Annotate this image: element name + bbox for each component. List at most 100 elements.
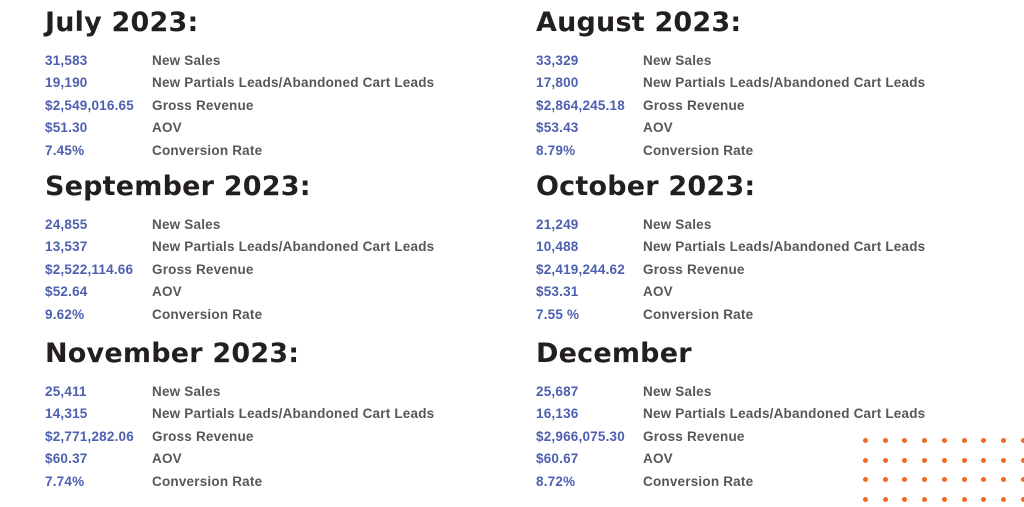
stat-label: AOV [152,451,182,467]
stat-row: $2,549,016.65 Gross Revenue [45,94,515,117]
stat-value: $60.37 [45,451,88,467]
dot [1020,477,1024,482]
stat-value: 24,855 [45,216,88,232]
stat-label: New Partials Leads/Abandoned Cart Leads [152,239,435,255]
dot [863,477,868,482]
stat-label: Conversion Rate [152,306,263,322]
stat-value: 19,190 [45,75,88,91]
month-title: August 2023: [536,7,742,38]
dot [941,496,947,502]
dot [941,477,947,482]
dot [941,438,947,443]
stat-row: $51.30 AOV [45,117,515,140]
month-section-july: July 2023: 31,583 New Sales 19,190 New P… [45,8,515,162]
stat-label: New Partials Leads/Abandoned Cart Leads [643,406,926,422]
stat-value: $2,966,075.30 [536,428,625,444]
stat-label: New Sales [152,383,221,399]
stat-row: 17,800 New Partials Leads/Abandoned Cart… [536,72,1006,95]
dot [922,438,928,443]
stat-rows: 33,329 New Sales 17,800 New Partials Lea… [536,49,1006,162]
stat-value: 17,800 [536,75,579,91]
dot [981,496,987,502]
stat-value: 16,136 [536,406,579,422]
dot [1020,438,1024,443]
stat-label: New Sales [152,216,221,232]
stat-row: $53.31 AOV [536,281,1006,304]
stat-row: 7.55 % Conversion Rate [536,303,1006,326]
stat-value: 10,488 [536,239,579,255]
dot [922,457,928,463]
stat-rows: 24,855 New Sales 13,537 New Partials Lea… [45,213,515,326]
dot [961,438,967,443]
month-section-october: October 2023: 21,249 New Sales 10,488 Ne… [536,172,1006,326]
stat-value: 14,315 [45,406,88,422]
dot [902,477,908,482]
month-title: September 2023: [45,171,311,202]
stat-row: 21,249 New Sales [536,213,1006,236]
dot [882,457,888,463]
stat-label: New Sales [152,52,221,68]
stat-row: $2,771,282.06 Gross Revenue [45,425,515,448]
stat-label: Gross Revenue [152,97,254,113]
dot [882,496,888,502]
stat-row: $52.64 AOV [45,281,515,304]
stat-value: 7.74% [45,473,85,489]
stat-value: $2,864,245.18 [536,97,625,113]
stat-row: 9.62% Conversion Rate [45,303,515,326]
stat-row: 33,329 New Sales [536,49,1006,72]
stat-value: 21,249 [536,216,579,232]
dot [902,496,908,502]
dot [1000,438,1006,443]
stat-value: $2,522,114.66 [45,261,134,277]
stat-label: New Sales [643,52,712,68]
stat-value: 8.79% [536,142,576,158]
stat-row: $60.37 AOV [45,448,515,471]
stat-value: 31,583 [45,52,88,68]
stat-row: $60.67 AOV [536,448,1006,471]
stat-value: $53.31 [536,284,579,300]
month-title: July 2023: [45,7,199,38]
stat-value: 7.45% [45,142,85,158]
dot [863,438,868,443]
stat-value: $2,419,244.62 [536,261,625,277]
stat-row: 24,855 New Sales [45,213,515,236]
stat-value: 8.72% [536,473,576,489]
dots-pattern [863,438,1024,503]
month-section-september: September 2023: 24,855 New Sales 13,537 … [45,172,515,326]
stat-value: 25,687 [536,383,579,399]
stat-value: $60.67 [536,451,579,467]
dot [1000,496,1006,502]
stat-label: Gross Revenue [643,97,745,113]
dot [981,477,987,482]
dot [981,457,987,463]
stat-label: Conversion Rate [152,473,263,489]
month-title: December [536,338,692,369]
stat-label: AOV [643,120,673,136]
stat-row: 31,583 New Sales [45,49,515,72]
dot [902,438,908,443]
stat-value: $52.64 [45,284,88,300]
stat-label: Gross Revenue [152,261,254,277]
stat-value: $53.43 [536,120,579,136]
stat-row: $2,419,244.62 Gross Revenue [536,258,1006,281]
stat-row: 8.79% Conversion Rate [536,139,1006,162]
stat-row: 16,136 New Partials Leads/Abandoned Cart… [536,403,1006,426]
stat-row: 7.45% Conversion Rate [45,139,515,162]
stat-label: Gross Revenue [152,428,254,444]
stat-rows: 31,583 New Sales 19,190 New Partials Lea… [45,49,515,162]
stat-value: $2,771,282.06 [45,428,134,444]
month-section-august: August 2023: 33,329 New Sales 17,800 New… [536,8,1006,162]
stat-value: 7.55 % [536,306,580,322]
stat-row: $2,966,075.30 Gross Revenue [536,425,1006,448]
stat-label: New Partials Leads/Abandoned Cart Leads [643,239,926,255]
stat-label: Gross Revenue [643,261,745,277]
stat-row: 7.74% Conversion Rate [45,470,515,493]
month-section-december: December 25,687 New Sales 16,136 New Par… [536,339,1006,493]
stat-value: $2,549,016.65 [45,97,134,113]
month-title: October 2023: [536,171,756,202]
month-section-november: November 2023: 25,411 New Sales 14,315 N… [45,339,515,493]
stat-row: $2,522,114.66 Gross Revenue [45,258,515,281]
stat-rows: 25,411 New Sales 14,315 New Partials Lea… [45,380,515,493]
dot [1000,457,1006,463]
stat-label: New Sales [643,216,712,232]
